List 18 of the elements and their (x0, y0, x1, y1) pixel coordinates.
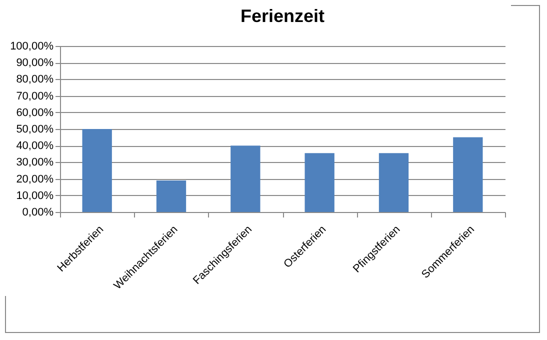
bar (156, 180, 186, 212)
y-tick-label: 100,00% (10, 40, 54, 52)
y-tick-label: 60,00% (16, 106, 54, 119)
y-tick-label: 90,00% (16, 57, 54, 70)
chart-title: Ferienzeit (240, 6, 325, 26)
y-tick-label: 80,00% (16, 74, 54, 86)
y-tick-label: 20,00% (16, 173, 54, 186)
y-tick-label: 70,00% (16, 90, 54, 102)
bar (378, 153, 409, 212)
y-tick-label: 30,00% (16, 156, 54, 169)
bar (82, 129, 112, 212)
bar (304, 153, 334, 212)
bar (453, 137, 483, 212)
y-tick-label: 40,00% (16, 140, 54, 152)
bar (230, 146, 260, 212)
y-tick-label: 10,00% (16, 190, 54, 202)
y-tick-label: 50,00% (16, 124, 54, 136)
y-tick-label: 0,00% (22, 206, 54, 218)
